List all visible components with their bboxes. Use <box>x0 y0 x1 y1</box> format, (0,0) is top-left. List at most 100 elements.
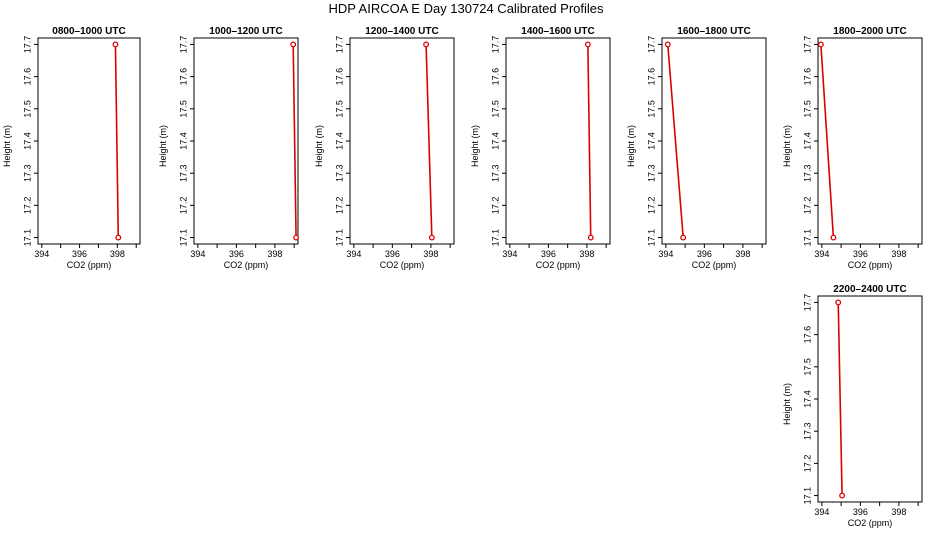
y-tick-label: 17.7 <box>334 36 344 54</box>
y-axis-label: Height (m) <box>2 125 12 167</box>
x-tick-label: 398 <box>735 249 750 259</box>
y-tick-label: 17.4 <box>802 390 812 408</box>
x-tick-label: 394 <box>190 249 205 259</box>
y-axis-label: Height (m) <box>782 383 792 425</box>
y-tick-label: 17.6 <box>22 68 32 86</box>
x-tick-label: 396 <box>229 249 244 259</box>
panel-title: 1000–1200 UTC <box>209 26 282 37</box>
y-tick-label: 17.5 <box>22 100 32 118</box>
y-tick-label: 17.6 <box>334 68 344 86</box>
y-tick-label: 17.5 <box>646 100 656 118</box>
y-axis-label: Height (m) <box>158 125 168 167</box>
x-tick-label: 398 <box>891 249 906 259</box>
data-point <box>290 41 297 48</box>
plot-frame <box>505 37 611 245</box>
y-tick-label: 17.4 <box>490 132 500 150</box>
y-tick-label: 17.3 <box>802 422 812 440</box>
y-tick-label: 17.7 <box>490 36 500 54</box>
y-axis-label: Height (m) <box>470 125 480 167</box>
y-tick-label: 17.1 <box>22 229 32 247</box>
series-line <box>666 44 684 238</box>
y-tick-label: 17.1 <box>802 487 812 505</box>
data-point <box>584 41 591 48</box>
y-tick-label: 17.3 <box>490 164 500 182</box>
x-axis-label: CO2 (ppm) <box>67 260 112 270</box>
y-tick-label: 17.1 <box>334 229 344 247</box>
y-axis-label: Height (m) <box>314 125 324 167</box>
y-tick-label: 17.7 <box>802 36 812 54</box>
plot-frame <box>37 37 141 245</box>
x-tick-label: 396 <box>72 249 87 259</box>
data-point <box>423 41 430 48</box>
x-tick-label: 396 <box>697 249 712 259</box>
y-tick-label: 17.3 <box>646 164 656 182</box>
panel-title: 2200–2400 UTC <box>833 284 906 295</box>
y-tick-label: 17.2 <box>802 455 812 473</box>
y-tick-label: 17.5 <box>334 100 344 118</box>
x-tick-label: 394 <box>34 249 49 259</box>
x-tick-label: 394 <box>658 249 673 259</box>
y-tick-label: 17.3 <box>178 164 188 182</box>
y-tick-label: 17.5 <box>802 100 812 118</box>
series-line <box>425 44 433 238</box>
panel-title: 1600–1800 UTC <box>677 26 750 37</box>
y-tick-label: 17.2 <box>334 197 344 215</box>
data-point <box>835 299 842 306</box>
x-tick-label: 398 <box>267 249 282 259</box>
series-line <box>837 302 843 496</box>
y-tick-label: 17.2 <box>802 197 812 215</box>
data-point <box>839 492 846 499</box>
y-tick-label: 17.1 <box>802 229 812 247</box>
data-point <box>115 234 122 241</box>
y-tick-label: 17.5 <box>802 358 812 376</box>
y-tick-label: 17.7 <box>22 36 32 54</box>
y-tick-label: 17.4 <box>802 132 812 150</box>
x-tick-label: 394 <box>814 249 829 259</box>
plot-frame <box>661 37 767 245</box>
y-tick-label: 17.2 <box>490 197 500 215</box>
x-axis-label: CO2 (ppm) <box>224 260 269 270</box>
y-axis-label: Height (m) <box>782 125 792 167</box>
y-tick-label: 17.5 <box>490 100 500 118</box>
y-axis-label: Height (m) <box>626 125 636 167</box>
x-axis-label: CO2 (ppm) <box>536 260 581 270</box>
series-line <box>820 44 835 238</box>
x-tick-label: 398 <box>891 507 906 517</box>
x-tick-label: 398 <box>579 249 594 259</box>
data-point <box>293 234 300 241</box>
y-tick-label: 17.7 <box>802 294 812 312</box>
figure-title: HDP AIRCOA E Day 130724 Calibrated Profi… <box>328 1 604 16</box>
y-tick-label: 17.6 <box>178 68 188 86</box>
x-axis-label: CO2 (ppm) <box>848 518 893 528</box>
y-tick-label: 17.4 <box>178 132 188 150</box>
x-tick-label: 396 <box>385 249 400 259</box>
series-line <box>114 44 120 238</box>
y-tick-label: 17.2 <box>178 197 188 215</box>
y-tick-label: 17.1 <box>646 229 656 247</box>
y-tick-label: 17.3 <box>802 164 812 182</box>
panel-title: 0800–1000 UTC <box>52 26 125 37</box>
data-point <box>817 41 824 48</box>
y-tick-label: 17.3 <box>22 164 32 182</box>
y-tick-label: 17.4 <box>646 132 656 150</box>
panel-title: 1400–1600 UTC <box>521 26 594 37</box>
plot-frame <box>349 37 455 245</box>
x-tick-label: 394 <box>346 249 361 259</box>
x-axis-label: CO2 (ppm) <box>380 260 425 270</box>
y-tick-label: 17.4 <box>22 132 32 150</box>
panel-title: 1200–1400 UTC <box>365 26 438 37</box>
plot-frame <box>817 37 923 245</box>
y-tick-label: 17.7 <box>646 36 656 54</box>
x-axis-label: CO2 (ppm) <box>692 260 737 270</box>
x-tick-label: 394 <box>814 507 829 517</box>
y-tick-label: 17.4 <box>334 132 344 150</box>
